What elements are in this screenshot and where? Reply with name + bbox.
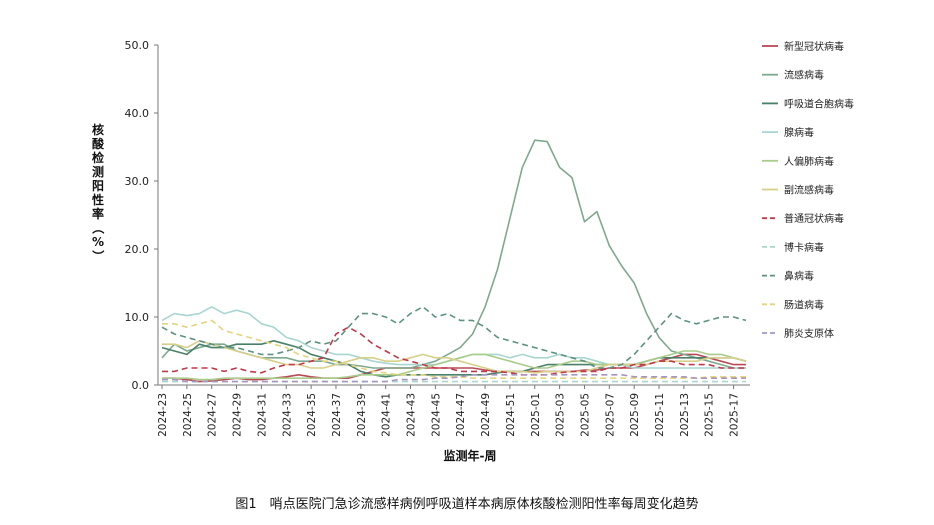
- series-line-7: [162, 326, 746, 376]
- x-tick-label: 2024-39: [356, 393, 368, 437]
- x-tick-label: 2025-03: [555, 393, 567, 437]
- legend-label: 呼吸道合胞病毒: [784, 97, 854, 110]
- y-axis-title-char: 率: [92, 206, 104, 221]
- x-tick-label: 2024-51: [505, 393, 517, 437]
- series-line-11: [162, 373, 746, 383]
- x-tick-label: 2024-41: [381, 393, 393, 437]
- legend-label: 人偏肺病毒: [784, 155, 834, 168]
- legend-label: 腺病毒: [784, 126, 814, 139]
- y-axis-title-char: 检: [92, 150, 104, 165]
- legend-label: 博卡病毒: [784, 241, 824, 254]
- legend: 新型冠状病毒流感病毒呼吸道合胞病毒腺病毒人偏肺病毒副流感病毒普通冠状病毒博卡病毒…: [762, 40, 854, 340]
- x-tick-label: 2024-37: [331, 393, 343, 437]
- legend-label: 新型冠状病毒: [784, 40, 844, 53]
- series-lines: [161, 139, 747, 383]
- x-tick-label: 2025-11: [654, 393, 666, 437]
- y-axis-title: 核酸检测阳性率（%）: [91, 122, 106, 262]
- x-tick-label: 2024-35: [306, 393, 318, 437]
- x-tick-label: 2024-31: [256, 393, 268, 437]
- y-tick-label: 20.0: [125, 243, 150, 256]
- y-tick-label: 30.0: [125, 175, 150, 188]
- series-line-2: [161, 139, 746, 369]
- legend-label: 鼻病毒: [784, 270, 814, 283]
- x-tick-label: 2025-01: [530, 393, 542, 437]
- line-chart: 0.010.020.030.040.050.0 2024-23 2024-25 20…: [91, 39, 854, 463]
- y-tick-label: 40.0: [125, 107, 150, 120]
- legend-label: 副流感病毒: [784, 184, 834, 197]
- legend-label: 流感病毒: [784, 69, 824, 82]
- x-tick-label: 2024-43: [406, 393, 418, 437]
- x-tick-label: 2025-17: [729, 393, 741, 437]
- x-tick-label: 2024-25: [182, 393, 194, 437]
- x-tick-label: 2025-05: [579, 393, 591, 437]
- legend-label: 普通冠状病毒: [784, 212, 844, 225]
- x-tick-label: 2024-23: [157, 393, 169, 437]
- x-tick-label: 2025-09: [629, 393, 641, 437]
- x-tick-label: 2024-29: [232, 393, 244, 437]
- legend-label: 肺炎支原体: [784, 328, 834, 340]
- x-tick-label: 2024-45: [430, 393, 442, 437]
- y-tick-label: 10.0: [125, 311, 150, 324]
- y-axis: 0.0 10.0 20.0 30.0 40.0 50.0: [125, 39, 159, 392]
- x-tick-label: 2024-49: [480, 393, 492, 437]
- y-axis-title-char: 性: [91, 192, 104, 207]
- y-tick-label: 50.0: [125, 39, 150, 52]
- y-axis-title-char: 阳: [92, 178, 104, 193]
- figure-caption: 图1 哨点医院门急诊流感样病例呼吸道样本病原体核酸检测阳性率每周变化趋势: [235, 497, 699, 512]
- y-axis-title-char: 酸: [92, 136, 105, 151]
- y-axis-title-char: %: [92, 235, 104, 249]
- x-tick-label: 2025-15: [704, 393, 716, 437]
- x-tick-label: 2024-33: [281, 393, 293, 437]
- x-tick-label: 2024-27: [207, 393, 219, 437]
- y-axis-title-char: 核: [92, 122, 104, 137]
- y-tick-label: 0.0: [132, 379, 150, 392]
- y-axis-title-char: （: [91, 222, 106, 234]
- x-axis: 2024-23 2024-25 2024-27 2024-29 2024-31 2024-…: [157, 384, 750, 437]
- legend-label: 肠道病毒: [784, 298, 824, 311]
- series-line-6: [162, 339, 747, 374]
- x-axis-title: 监测年-周: [444, 448, 497, 463]
- x-tick-label: 2025-13: [679, 393, 691, 437]
- x-tick-label: 2024-47: [455, 393, 467, 437]
- y-axis-title-char: 测: [92, 164, 104, 179]
- series-line-9: [161, 305, 747, 369]
- x-tick-label: 2025-07: [604, 393, 616, 437]
- y-axis-title-char: ）: [91, 250, 106, 262]
